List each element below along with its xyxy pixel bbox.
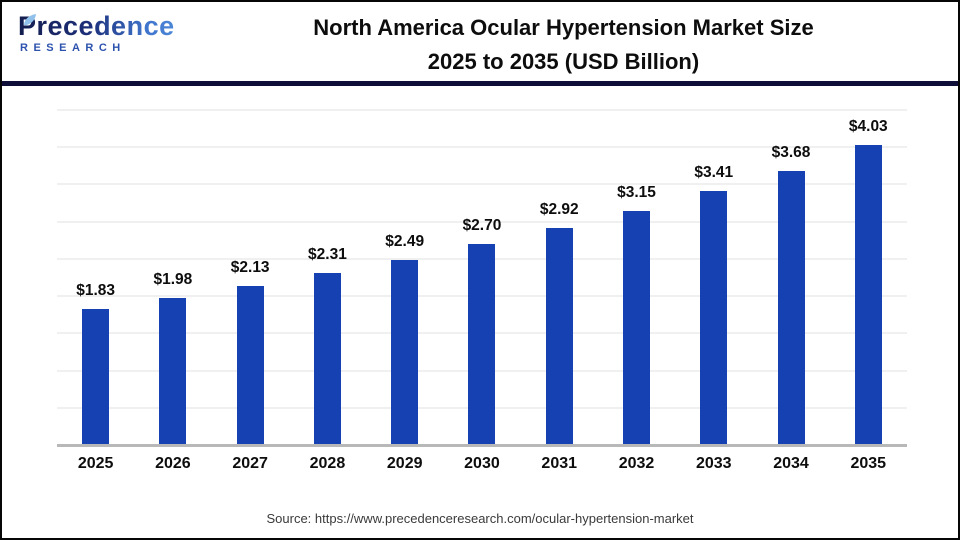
bar-2027 [236, 286, 264, 445]
bar-value-label: $2.92 [539, 200, 579, 218]
source-caption: Source: https://www.precedenceresearch.c… [266, 511, 694, 526]
chart-title-line2: 2025 to 2035 (USD Billion) [427, 49, 700, 74]
x-axis-label-2026: 2026 [155, 455, 191, 472]
bar-slot: $2.31 [289, 110, 366, 445]
bar-value-label: $2.13 [230, 259, 270, 277]
chart-title-line1: North America Ocular Hypertension Market… [313, 15, 814, 40]
x-axis-label-2033: 2033 [695, 455, 732, 472]
bar-slot: $2.49 [366, 110, 443, 445]
x-axis-line [57, 444, 907, 447]
bar-value-label: $2.49 [385, 232, 425, 250]
bar-slot: $3.41 [675, 110, 752, 445]
bar-value-label: $1.98 [153, 270, 193, 288]
bar-value-label: $2.70 [462, 217, 502, 234]
bar-slot: $3.68 [752, 110, 829, 445]
x-axis-labels: 2025 2026 2027 2028 2029 2030 2031 2032 2033 2034… [57, 455, 907, 473]
bar-2026 [159, 297, 187, 445]
bar-2034 [777, 171, 805, 445]
bar-2035 [854, 145, 882, 445]
gridline [57, 220, 907, 223]
x-axis-label-2030: 2030 [464, 455, 500, 472]
logo-subtitle: RESEARCH [20, 42, 126, 54]
bar-slot: $1.98 [134, 110, 211, 445]
bar-slot: $4.03 [830, 110, 907, 445]
bar-2032 [622, 210, 650, 445]
chart-title: North America Ocular Hypertension Market… [177, 11, 950, 79]
x-axis-label-2025: 2025 [77, 455, 114, 472]
bars-container: $1.83 $1.98 $2.13 $2.31 $2.49 $2.70 $2.92 $3.15… [57, 110, 907, 445]
header: Precedence RESEARCH North America Ocular… [2, 2, 958, 86]
bar-slot: $2.70 [443, 110, 520, 445]
bar-value-label: $1.83 [76, 281, 116, 299]
gridline [57, 183, 907, 186]
bar-2025 [82, 308, 110, 445]
x-axis-label-2028: 2028 [309, 455, 346, 472]
gridline [57, 146, 907, 149]
x-axis-label-2035: 2035 [850, 455, 887, 472]
bar-value-label: $3.41 [694, 164, 734, 182]
bar-slot: $2.92 [521, 110, 598, 445]
logo-wordmark: Precedence [18, 11, 178, 41]
bar-value-label: $3.68 [771, 144, 811, 162]
bar-slot: $2.13 [212, 110, 289, 445]
x-axis-label-2034: 2034 [773, 455, 809, 472]
bar-value-label: $2.31 [308, 246, 347, 264]
bar-2033 [700, 191, 728, 445]
bar-2029 [391, 259, 419, 445]
bar-value-label: $3.15 [617, 183, 656, 201]
precedence-research-logo: Precedence RESEARCH [18, 11, 178, 54]
bar-2028 [313, 273, 341, 445]
bar-slot: $1.83 [57, 110, 134, 445]
gridline [57, 109, 907, 111]
bar-value-label: $4.03 [848, 118, 888, 135]
bar-2031 [545, 227, 573, 445]
leaf-icon [24, 14, 36, 26]
x-axis-label-2029: 2029 [386, 455, 423, 472]
x-axis-label-2027: 2027 [232, 455, 268, 472]
x-axis-label-2031: 2031 [541, 455, 578, 472]
bar-2030 [468, 244, 496, 445]
bar-slot: $3.15 [598, 110, 675, 445]
x-axis-label-2032: 2032 [618, 455, 655, 472]
plot-area: $1.83 $1.98 $2.13 $2.31 $2.49 $2.70 $2.92 $3.15… [57, 109, 907, 447]
